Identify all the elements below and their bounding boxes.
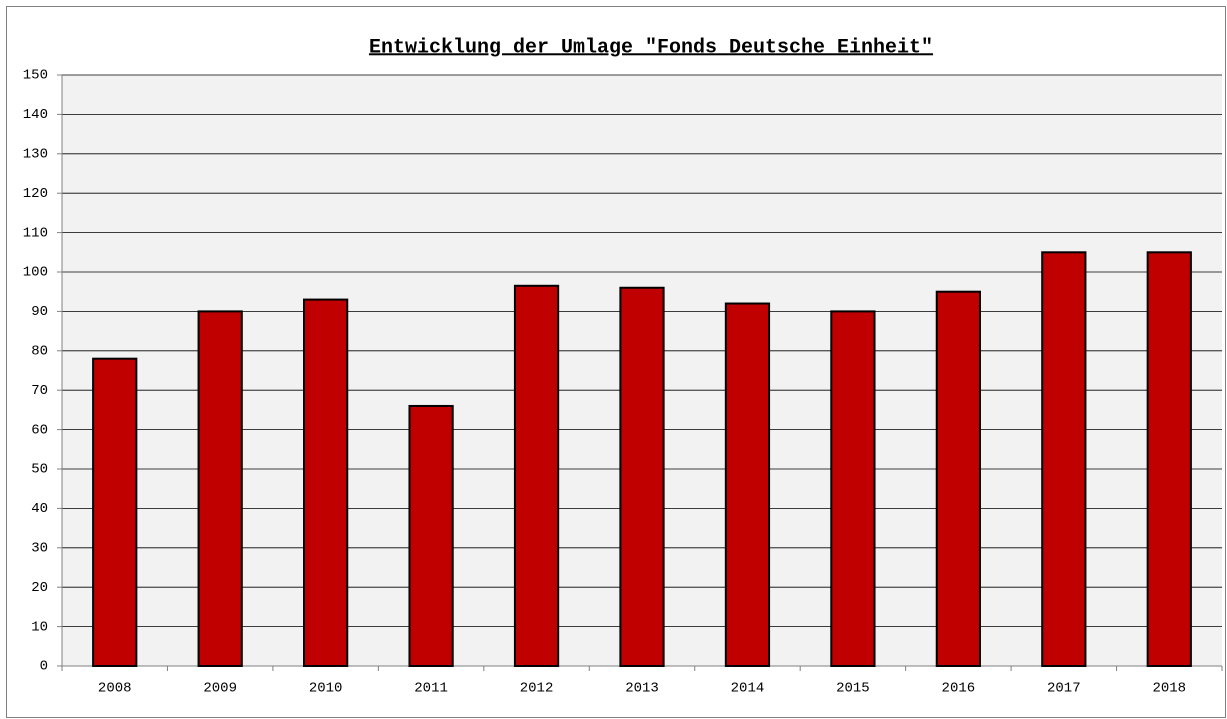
bar [197, 310, 243, 667]
bar [935, 290, 981, 667]
y-tick-label: 70 [31, 383, 48, 399]
y-tick-label: 90 [31, 304, 48, 320]
y-tick-label: 20 [31, 580, 48, 596]
bar [830, 310, 876, 667]
y-tick-label: 10 [31, 619, 48, 635]
x-tick-label: 2011 [414, 681, 448, 697]
y-tick-label: 130 [23, 147, 48, 163]
x-tick-label: 2015 [836, 681, 870, 697]
bar [92, 357, 138, 667]
x-tick-label: 2013 [625, 681, 659, 697]
y-tick-label: 140 [23, 107, 48, 123]
y-tick-label: 80 [31, 344, 48, 360]
y-tick-label: 120 [23, 186, 48, 202]
x-tick-label: 2008 [98, 681, 132, 697]
y-tick-label: 150 [23, 68, 48, 84]
bar [1146, 251, 1192, 668]
bar [724, 302, 771, 667]
x-tick-label: 2014 [731, 681, 765, 697]
y-tick-label: 50 [31, 462, 48, 478]
bar [303, 298, 349, 667]
bar [408, 404, 454, 667]
y-tick-label: 30 [31, 541, 48, 557]
x-tick-label: 2016 [942, 681, 976, 697]
chart-title: Entwicklung der Umlage "Fonds Deutsche E… [369, 36, 933, 59]
x-tick-label: 2018 [1152, 681, 1186, 697]
y-tick-label: 60 [31, 422, 48, 438]
bar [1041, 251, 1087, 668]
y-tick-label: 40 [31, 501, 48, 517]
bar [619, 286, 665, 667]
bar [513, 284, 560, 667]
x-tick-label: 2009 [203, 681, 237, 697]
x-tick-label: 2012 [520, 681, 554, 697]
x-tick-label: 2010 [309, 681, 343, 697]
y-tick-label: 0 [40, 659, 48, 675]
y-tick-label: 110 [23, 225, 48, 241]
y-tick-label: 100 [23, 265, 48, 281]
x-tick-label: 2017 [1047, 681, 1081, 697]
